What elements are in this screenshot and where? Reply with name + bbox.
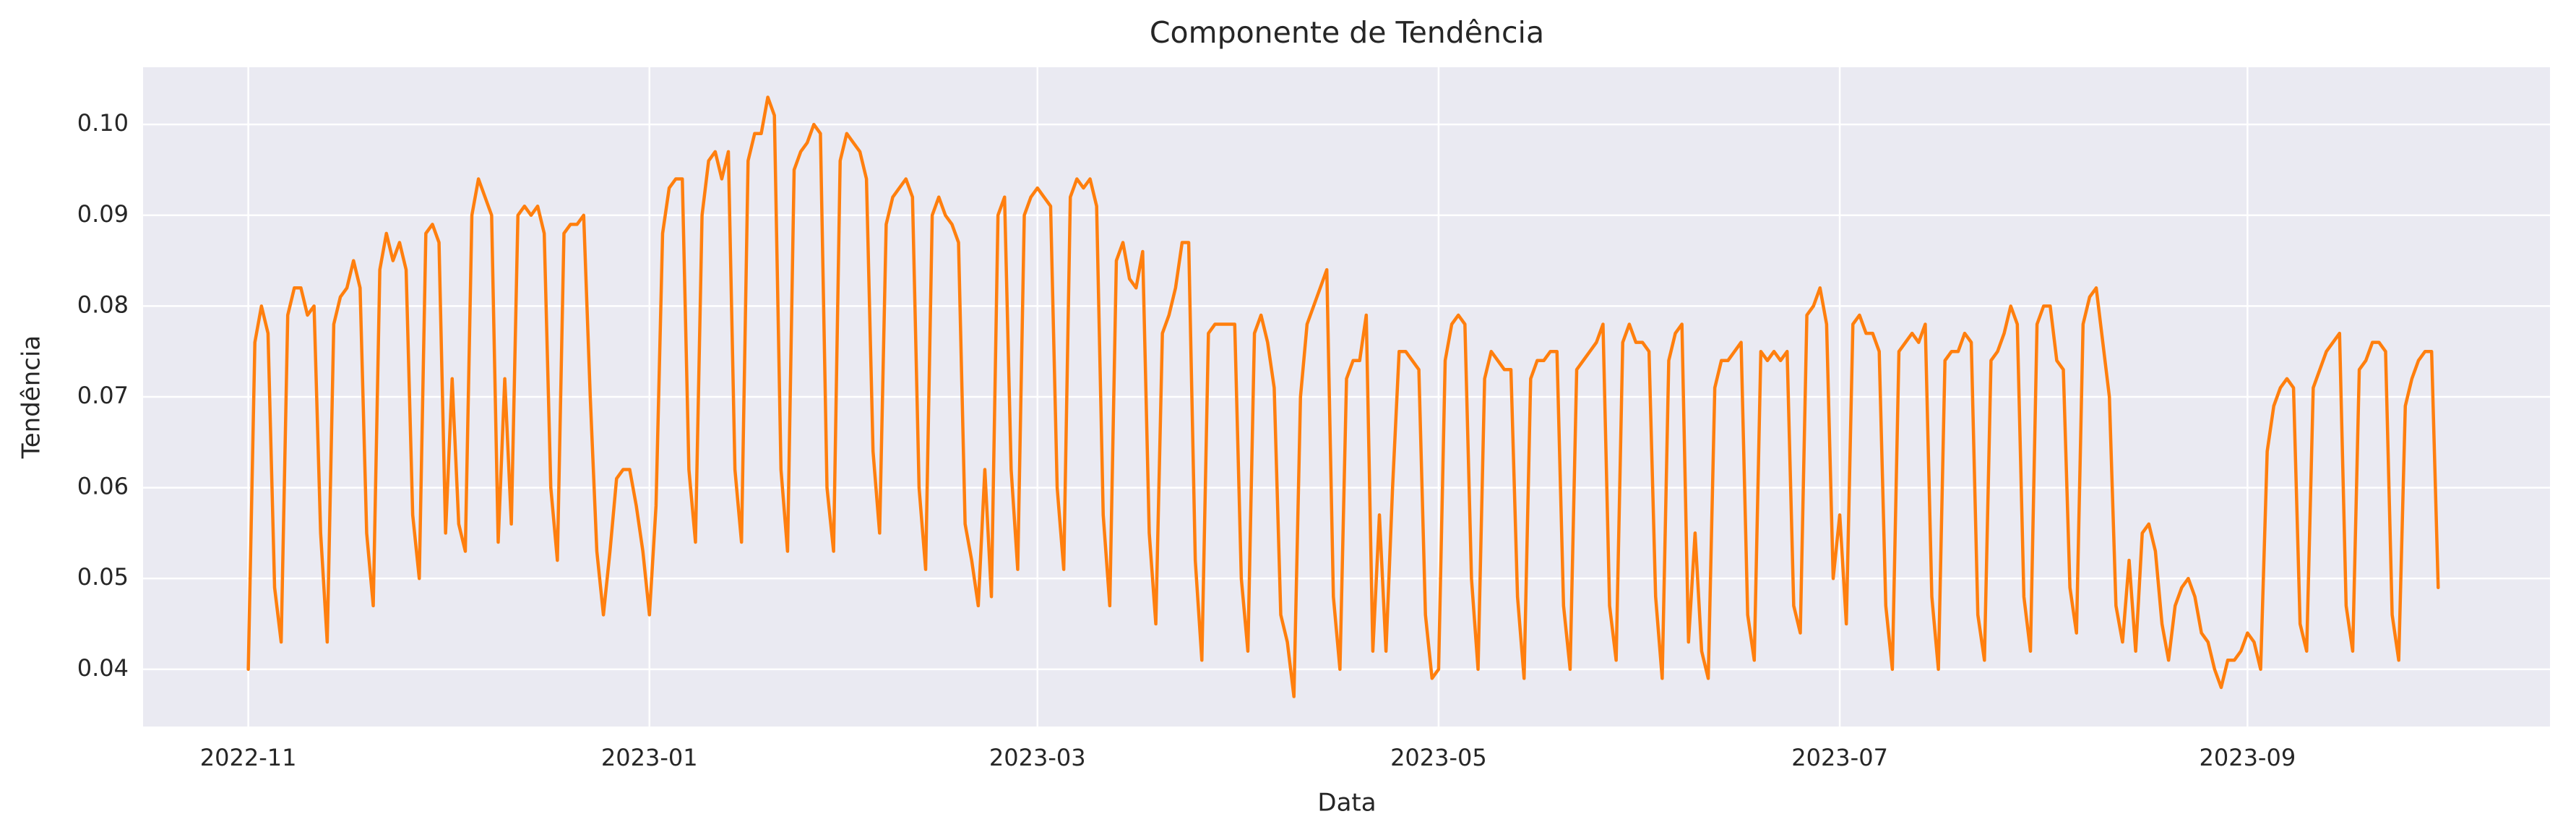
y-tick-label: 0.05 xyxy=(77,563,129,591)
chart-title: Componente de Tendência xyxy=(1150,15,1544,50)
x-axis-label: Data xyxy=(1317,789,1376,818)
y-tick-label: 0.06 xyxy=(77,473,129,500)
y-tick-label: 0.04 xyxy=(77,654,129,682)
y-tick-label: 0.09 xyxy=(77,200,129,228)
x-tick-label: 2023-05 xyxy=(1390,744,1487,771)
y-tick-label: 0.08 xyxy=(77,291,129,318)
y-tick-label: 0.07 xyxy=(77,382,129,409)
y-axis-label: Tendência xyxy=(17,335,46,459)
x-tick-label: 2023-09 xyxy=(2199,744,2296,771)
trend-line xyxy=(246,95,2440,698)
x-tick-label: 2023-01 xyxy=(601,744,698,771)
x-tick-label: 2022-11 xyxy=(200,744,297,771)
x-tick-label: 2023-07 xyxy=(1791,744,1888,771)
y-tick-label: 0.10 xyxy=(77,109,129,137)
x-tick-label: 2023-03 xyxy=(989,744,1086,771)
